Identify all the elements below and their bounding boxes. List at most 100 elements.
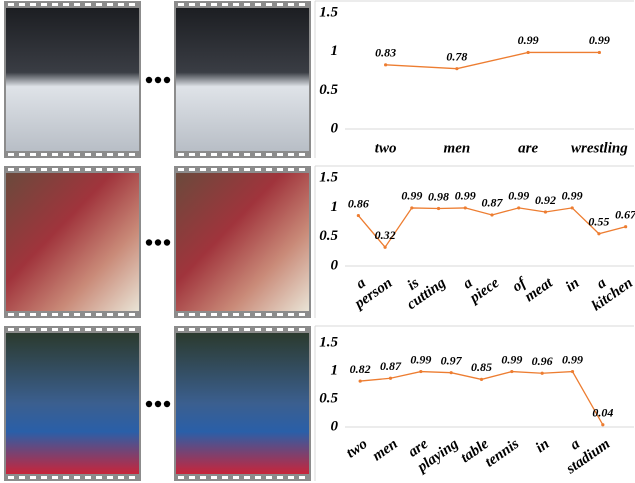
sprocket-hole [178,153,184,156]
sprocket-hole [74,153,80,156]
sprocket-hole [211,328,217,331]
sprocket-hole [255,328,261,331]
sprocket-hole [63,313,69,316]
x-tick-label: men [370,436,401,464]
y-tick-label: 0.5 [319,390,338,406]
sprocket-hole [41,313,47,316]
sprocket-hole [107,313,113,316]
sprocket-hole [41,153,47,156]
value-label: 0.67 [615,207,635,221]
sprocket-hole [200,3,206,6]
sprocket-hole [63,3,69,6]
sprocket-hole [211,153,217,156]
sprocket-hole [30,168,36,171]
ellipsis-dot [154,239,162,246]
sprocket-hole [200,313,206,316]
sprocket-hole [74,3,80,6]
data-point [436,206,441,211]
value-label: 0.87 [482,196,504,210]
sprocket-hole [118,153,124,156]
value-label: 0.99 [562,352,583,366]
data-point [463,206,467,210]
y-tick-label: 1 [331,199,339,215]
value-label: 0.97 [441,353,463,367]
y-tick-label: 0 [331,418,339,434]
sprocket-hole [129,153,135,156]
sprocket-hole [233,3,239,6]
sprocket-hole [30,476,36,479]
data-point [356,213,360,218]
sprocket-hole [30,3,36,6]
sprocket-hole [129,476,135,479]
x-tick-label: are [518,140,538,156]
sprocket-hole [74,476,80,479]
video-frame [6,333,139,474]
data-point [455,67,459,71]
sprocket-hole [222,153,228,156]
sprocket-hole [118,313,124,316]
video-frame [6,173,139,311]
sprocket-hole [107,3,113,6]
x-tick-label: in [533,436,552,456]
sprocket-hole [255,476,261,479]
sprocket-hole [299,476,305,479]
sprocket-hole [107,153,113,156]
value-label: 0.98 [428,189,449,203]
value-label: 0.04 [592,406,613,420]
sprocket-hole [96,3,102,6]
data-point [597,50,601,55]
sprocket-hole [189,153,195,156]
data-point [526,50,530,55]
data-point [597,232,601,236]
sprocket-hole [266,153,272,156]
data-point [570,369,575,374]
sprocket-hole [129,313,135,316]
sprocket-hole [222,328,228,331]
sprocket-hole [299,168,305,171]
sprocket-hole [288,476,294,479]
x-tick-label: piece [466,275,503,308]
sprocket-hole [277,153,283,156]
sprocket-hole [233,313,239,316]
sprocket-hole [118,476,124,479]
sprocket-hole [41,476,47,479]
sprocket-hole [41,328,47,331]
sprocket-hole [288,153,294,156]
video-frame [176,333,309,474]
sprocket-hole [129,328,135,331]
sprocket-hole [52,328,58,331]
value-label: 0.99 [501,352,522,366]
sprocket-hole [244,476,250,479]
sprocket-hole [255,168,261,171]
sprocket-hole [189,168,195,171]
ellipsis-dot [163,76,171,84]
sprocket-hole [222,476,228,479]
value-label: 0.87 [380,359,402,373]
data-line [385,51,600,70]
y-tick-label: 0 [331,120,339,136]
sprocket-hole [52,3,58,6]
sprocket-hole [85,313,91,316]
sprocket-hole [107,328,113,331]
sprocket-hole [96,313,102,316]
x-tick-label: two [375,140,397,156]
video-frame [6,8,139,151]
sprocket-hole [233,476,239,479]
value-label: 0.86 [348,196,369,210]
value-label: 0.92 [535,193,556,207]
sprocket-hole [200,476,206,479]
value-label: 0.85 [471,360,492,374]
sprocket-hole [200,153,206,156]
ellipsis-dot [145,400,153,408]
sprocket-hole [233,168,239,171]
data-point [383,245,387,249]
sprocket-hole [277,168,283,171]
ellipsis-dot [154,400,162,408]
ellipsis-dot [163,239,171,246]
sprocket-hole [211,313,217,316]
sprocket-hole [52,168,58,171]
video-frame [176,173,309,311]
sprocket-hole [244,168,250,171]
sprocket-hole [8,328,14,331]
